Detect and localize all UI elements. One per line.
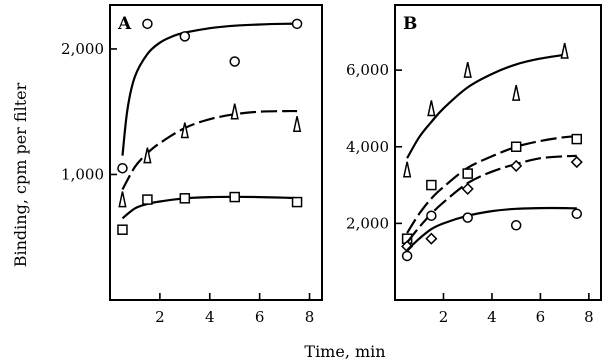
x-tick-label: 4 bbox=[205, 308, 215, 326]
y-axis-title-group: Binding, cpm per filter bbox=[11, 82, 30, 267]
data-point-triangle bbox=[463, 61, 472, 78]
fit-curve-square bbox=[121, 195, 298, 220]
data-point-triangle bbox=[118, 191, 127, 208]
data-point-circle bbox=[291, 18, 303, 30]
panel-b: B 2 4 6 8 2,000 4,000 6,000 bbox=[346, 4, 602, 326]
data-point-triangle bbox=[230, 103, 239, 120]
x-axis-title: Time, min bbox=[304, 342, 385, 361]
data-point-circle bbox=[426, 210, 437, 221]
data-point-square bbox=[179, 193, 191, 204]
data-point-circle bbox=[571, 208, 583, 220]
x-tick-label: 6 bbox=[255, 308, 265, 326]
data-point-triangle bbox=[292, 116, 302, 133]
data-point-triangle bbox=[180, 122, 189, 139]
data-point-square bbox=[571, 133, 583, 145]
fit-curve-diamond bbox=[406, 154, 577, 244]
y-axis-title: Binding, cpm per filter bbox=[11, 82, 30, 267]
data-point-square bbox=[291, 196, 303, 208]
y-tick-label: 2,000 bbox=[61, 40, 104, 58]
data-point-circle bbox=[229, 56, 240, 67]
data-point-circle bbox=[142, 18, 153, 30]
data-point-circle bbox=[510, 220, 522, 231]
data-point-circle bbox=[179, 31, 191, 42]
data-point-circle bbox=[401, 250, 413, 262]
y-tick-label: 6,000 bbox=[346, 61, 389, 79]
data-point-triangle bbox=[143, 147, 152, 164]
x-tick-label: 2 bbox=[155, 308, 165, 326]
data-point-diamond bbox=[510, 159, 523, 172]
plot-frame bbox=[394, 4, 602, 301]
x-tick-label: 4 bbox=[487, 308, 497, 326]
data-point-circle bbox=[117, 162, 128, 174]
data-point-square bbox=[117, 224, 128, 235]
data-point-triangle bbox=[402, 161, 412, 178]
data-point-diamond bbox=[461, 182, 474, 195]
data-point-triangle bbox=[560, 42, 569, 59]
y-tick-label: 4,000 bbox=[346, 138, 389, 156]
fit-curve-circle bbox=[121, 22, 298, 156]
data-point-square bbox=[462, 168, 473, 179]
x-tick-label: 8 bbox=[305, 308, 315, 326]
data-point-square bbox=[142, 194, 153, 205]
x-tick-label: 2 bbox=[439, 308, 449, 326]
fit-curve-triangle bbox=[406, 53, 565, 159]
data-point-diamond bbox=[570, 156, 583, 169]
data-point-triangle bbox=[512, 84, 521, 101]
panel-letter: B bbox=[403, 14, 417, 34]
data-point-circle bbox=[462, 212, 473, 223]
data-point-square bbox=[510, 141, 522, 153]
fit-curve-triangle bbox=[121, 109, 298, 191]
data-point-square bbox=[426, 179, 437, 191]
fit-curve-circle bbox=[406, 206, 577, 251]
data-point-diamond bbox=[425, 232, 438, 245]
panel-a: A 2 4 6 8 1,000 2,000 bbox=[61, 4, 323, 326]
x-tick-label: 8 bbox=[584, 308, 594, 326]
x-tick-label: 6 bbox=[536, 308, 546, 326]
plot-frame bbox=[109, 4, 323, 301]
fit-curve-square bbox=[406, 135, 577, 234]
y-tick-label: 2,000 bbox=[346, 214, 389, 232]
data-point-square bbox=[229, 191, 240, 203]
data-point-triangle bbox=[427, 100, 436, 117]
panel-letter: A bbox=[117, 14, 132, 34]
y-tick-label: 1,000 bbox=[61, 165, 104, 183]
